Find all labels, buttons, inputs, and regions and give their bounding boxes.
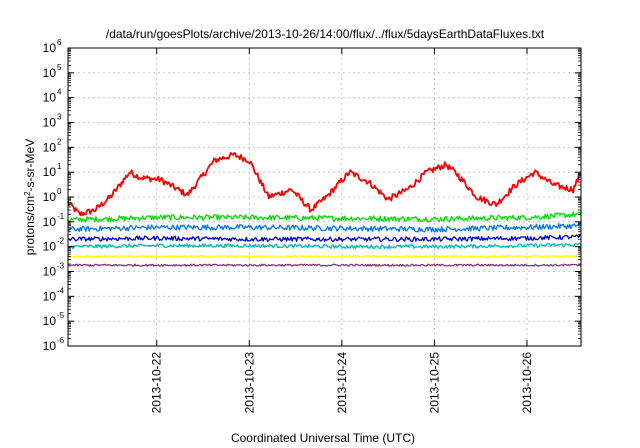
y-tick-label-base: 10 — [43, 41, 57, 55]
y-tick-label: 10 — [43, 339, 57, 353]
y-tick-label: 10 — [43, 140, 57, 154]
series-line-6 — [67, 254, 582, 259]
y-tick-label-exponent: 5 — [57, 63, 62, 72]
y-tick-label-base: 10 — [43, 165, 57, 179]
y-tick-label-base: 10 — [43, 140, 57, 154]
y-axis-label-main: protons/cm — [23, 196, 37, 255]
series-line-1 — [67, 151, 582, 217]
y-tick-label: 10 — [43, 116, 57, 130]
y-tick-label: 10 — [43, 190, 57, 204]
y-tick-label-exponent: -5 — [57, 311, 65, 320]
y-axis-label-rest: -s-sr-MeV — [23, 139, 37, 192]
series-line-7 — [67, 263, 581, 267]
chart-title: /data/run/goesPlots/archive/2013-10-26/1… — [106, 27, 545, 41]
y-axis-label-sup: 2 — [23, 191, 32, 196]
axis-ticks: 10 -610 -510 -410 -310 -210 -110 010 110 210 310 41… — [43, 38, 581, 413]
y-tick-label: 10 — [43, 41, 57, 55]
y-tick-label-base: 10 — [43, 66, 57, 80]
series-line-3 — [67, 222, 582, 233]
y-tick-label: 10 — [43, 165, 57, 179]
x-tick-label: 2013-10-22 — [150, 352, 164, 414]
y-tick-label-exponent: -1 — [57, 212, 65, 221]
series-line-4 — [67, 242, 582, 250]
series-lines — [67, 151, 582, 267]
series-line-2 — [67, 211, 582, 223]
y-tick-label-exponent: -2 — [57, 237, 65, 246]
y-tick-label-exponent: -4 — [57, 286, 65, 295]
x-tick-label: 2013-10-24 — [335, 352, 349, 414]
y-tick-label-base: 10 — [43, 91, 57, 105]
series-line-5 — [67, 234, 582, 243]
y-tick-label: 10 — [43, 66, 57, 80]
x-axis-label: Coordinated Universal Time (UTC) — [231, 431, 415, 445]
y-tick-label: 10 — [43, 265, 57, 279]
y-tick-label-base: 10 — [43, 116, 57, 130]
x-tick-label: 2013-10-25 — [427, 352, 441, 414]
y-tick-label: 10 — [43, 314, 57, 328]
y-tick-label-exponent: 2 — [57, 137, 62, 146]
y-tick-label-base: 10 — [43, 314, 57, 328]
y-tick-label-exponent: -3 — [57, 262, 65, 271]
grid — [68, 48, 581, 346]
y-tick-label: 10 — [43, 289, 57, 303]
y-tick-label: 10 — [43, 91, 57, 105]
y-tick-label: 10 — [43, 240, 57, 254]
y-axis-label: protons/cm2-s-sr-MeV — [23, 139, 38, 255]
y-tick-label-exponent: 3 — [57, 113, 62, 122]
y-tick-label-exponent: 6 — [57, 38, 62, 47]
y-tick-label-base: 10 — [43, 339, 57, 353]
y-tick-label-base: 10 — [43, 265, 57, 279]
y-tick-label-base: 10 — [43, 240, 57, 254]
y-tick-label: 10 — [43, 215, 57, 229]
y-tick-label-base: 10 — [43, 289, 57, 303]
y-tick-label-exponent: -6 — [57, 336, 65, 345]
y-tick-label-base: 10 — [43, 215, 57, 229]
y-tick-label-base: 10 — [43, 190, 57, 204]
x-tick-label: 2013-10-26 — [520, 352, 534, 414]
y-tick-label-exponent: 4 — [57, 88, 62, 97]
y-tick-label-exponent: 1 — [57, 162, 62, 171]
y-tick-label-exponent: 0 — [57, 187, 62, 196]
x-tick-label: 2013-10-23 — [242, 352, 256, 414]
